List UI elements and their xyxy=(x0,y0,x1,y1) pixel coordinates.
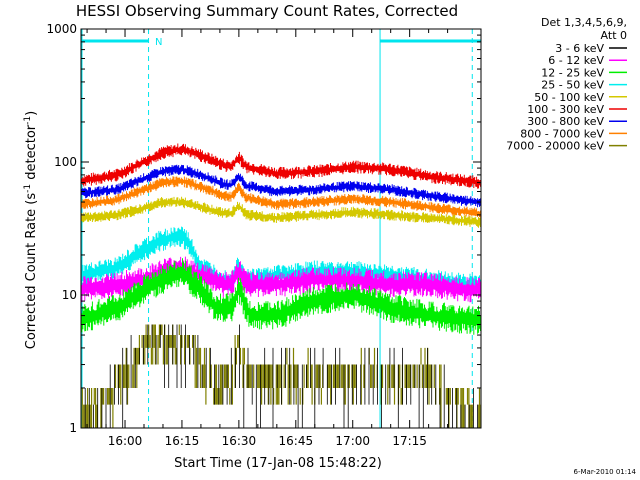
footer-date: 6-Mar-2010 01:14 xyxy=(574,468,637,476)
legend-entry-label: 25 - 50 keV xyxy=(541,79,604,92)
x-tick-label: 16:45 xyxy=(279,434,314,448)
legend-header-2: Att 0 xyxy=(601,29,627,42)
y-axis-label: Corrected Count Rate (s-1 detector-1) xyxy=(23,111,39,349)
x-tick-label: 16:15 xyxy=(165,434,200,448)
legend-entry-label: 3 - 6 keV xyxy=(555,42,604,55)
legend-header-1: Det 1,3,4,5,6,9, xyxy=(541,16,627,29)
x-tick-label: 17:15 xyxy=(392,434,427,448)
legend-entry-label: 100 - 300 keV xyxy=(527,103,604,116)
y-tick-label: 1 xyxy=(69,421,77,435)
plot-frame xyxy=(80,28,482,429)
curve-100-300-kev xyxy=(81,143,481,189)
legend-entry-label: 300 - 800 keV xyxy=(527,115,604,128)
y-tick-label: 100 xyxy=(54,155,77,169)
curve-50-100-kev xyxy=(81,196,481,228)
chart-title: HESSI Observing Summary Count Rates, Cor… xyxy=(76,2,458,20)
legend-entry-label: 50 - 100 keV xyxy=(534,91,604,104)
curve-800-7000-kev xyxy=(81,176,481,218)
x-tick-label: 16:00 xyxy=(108,434,143,448)
x-tick-label: 17:00 xyxy=(335,434,370,448)
curve-7000-20000-kev xyxy=(81,324,481,428)
curve-300-800-kev xyxy=(81,164,481,208)
curve-12-25-kev xyxy=(81,258,481,335)
legend-entry-label: 12 - 25 keV xyxy=(541,66,604,79)
y-tick-label: 1000 xyxy=(46,22,77,36)
legend-entry-label: 7000 - 20000 keV xyxy=(506,140,604,153)
x-axis-label: Start Time (17-Jan-08 15:48:22) xyxy=(174,456,382,471)
y-tick-label: 10 xyxy=(62,288,77,302)
x-tick-label: 16:30 xyxy=(222,434,257,448)
data-curves xyxy=(81,143,481,428)
night-markers xyxy=(81,29,481,428)
curve-3-6-kev xyxy=(81,324,478,428)
night-marker-label: N xyxy=(155,37,162,48)
axes: 16:00 16:15 16:30 16:45 17:00 17:15 1 10 100 1000 xyxy=(46,22,481,448)
legend-entry-label: 6 - 12 keV xyxy=(548,54,604,67)
legend-entry-label: 800 - 7000 keV xyxy=(520,127,604,140)
